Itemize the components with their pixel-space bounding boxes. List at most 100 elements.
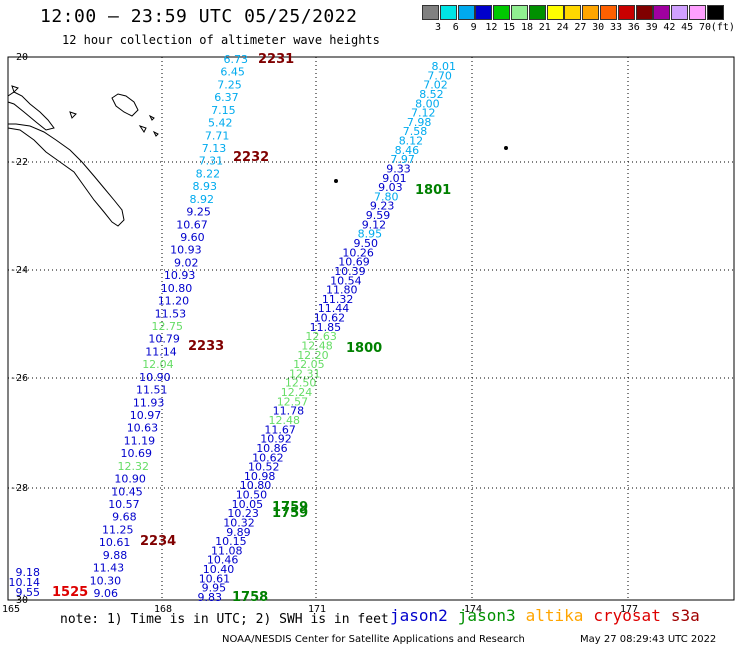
wave-height-value: 10.97: [130, 409, 162, 422]
legend-label: 30: [592, 22, 605, 33]
wave-height-value: 9.60: [180, 231, 205, 244]
wave-height-value: 7.25: [217, 78, 242, 91]
footer-credit: NOAA/NESDIS Center for Satellite Applica…: [222, 634, 525, 645]
wave-height-value: 9.88: [103, 549, 128, 562]
wave-height-value: 10.54: [330, 274, 362, 287]
wave-height-value: 9.95: [202, 582, 227, 595]
legend-label: 42: [663, 22, 676, 33]
wave-height-value: 9.59: [366, 209, 391, 222]
wave-height-value: 9.23: [370, 200, 395, 213]
legend-label: 36: [627, 22, 640, 33]
note-text: note: 1) Time is in UTC; 2) SWH is in fe…: [60, 612, 389, 627]
legend-swatch: [493, 5, 511, 20]
legend-unit: (ft): [710, 22, 735, 33]
satellite-legend-jason2: jason2: [390, 606, 448, 625]
time-label-1759: 1759: [272, 500, 308, 515]
x-tick-label: 177: [620, 604, 638, 615]
wave-height-value: 10.80: [161, 282, 193, 295]
wave-height-value: 10.50: [236, 489, 268, 502]
wave-height-value: 11.44: [318, 302, 350, 315]
wave-height-value: 10.14: [9, 576, 41, 589]
wave-height-value: 9.18: [16, 566, 41, 579]
satellite-legend-jason3: jason3: [457, 606, 516, 625]
wave-height-value: 8.01: [432, 60, 457, 73]
y-tick-label: -28: [10, 483, 28, 494]
legend-swatch: [475, 5, 493, 20]
time-label-1800: 1800: [346, 341, 382, 356]
time-label-2233: 2233: [188, 339, 224, 354]
wave-height-value: 10.45: [111, 485, 143, 498]
wave-height-value: 9.12: [362, 218, 387, 231]
wave-height-value: 10.26: [342, 246, 374, 259]
wave-height-value: 10.79: [148, 333, 180, 346]
wave-height-value: 5.42: [208, 117, 233, 130]
wave-height-value: 10.40: [203, 563, 235, 576]
satellite-legend-cryosat: cryosat: [593, 606, 661, 625]
y-tick-label: -30: [10, 595, 28, 606]
wave-height-value: 10.62: [252, 451, 284, 464]
legend-swatch: [546, 5, 564, 20]
wave-height-value: 12.50: [285, 377, 317, 390]
wave-height-value: 8.93: [193, 180, 218, 193]
legend-swatch: [706, 5, 724, 20]
track-west-values: 6.736.457.256.377.155.427.717.137.318.22…: [90, 53, 248, 600]
legend-swatch: [635, 5, 653, 20]
wave-height-value: 9.01: [382, 172, 407, 185]
legend-swatch: [564, 5, 582, 20]
wave-height-value: 10.63: [127, 422, 159, 435]
wave-height-value: 9.33: [386, 163, 411, 176]
wave-height-value: 10.61: [99, 536, 131, 549]
wave-height-value: 9.89: [226, 526, 251, 539]
wave-height-value: 8.12: [399, 135, 424, 148]
wave-height-value: 7.13: [202, 142, 227, 155]
time-label-2232: 2232: [233, 150, 269, 165]
wave-height-value: 10.92: [260, 433, 292, 446]
wave-height-value: 8.92: [190, 193, 215, 206]
wave-height-value: 10.93: [170, 244, 202, 257]
y-tick-label: -20: [10, 52, 28, 63]
legend-swatch: [689, 5, 706, 20]
wave-height-value: 10.32: [223, 517, 255, 530]
legend-label: 12: [485, 22, 498, 33]
track-east-values: 8.017.707.028.528.007.127.987.588.128.46…: [198, 60, 457, 604]
wave-height-value: 10.69: [121, 447, 153, 460]
wave-height-value: 12.63: [305, 330, 337, 343]
wave-height-value: 9.83: [198, 591, 223, 604]
legend-label: 15: [503, 22, 516, 33]
time-label-2234: 2234: [140, 534, 176, 549]
wave-height-value: 11.78: [273, 405, 305, 418]
wave-height-value: 10.57: [108, 498, 140, 511]
page-subtitle: 12 hour collection of altimeter wave hei…: [62, 33, 380, 47]
legend-label: 33: [609, 22, 623, 33]
legend-label: 3: [434, 22, 442, 33]
wave-height-value: 7.71: [205, 129, 230, 142]
legend-label: 18: [520, 22, 534, 33]
wave-height-value: 12.32: [118, 460, 150, 473]
wave-height-value: 7.70: [427, 69, 452, 82]
wave-height-value: 10.67: [176, 218, 208, 231]
wave-height-value: 6.45: [220, 66, 245, 79]
y-tick-label: -22: [10, 157, 28, 168]
wave-height-value: 12.57: [277, 395, 309, 408]
page-title: 12:00 – 23:59 UTC 05/25/2022: [40, 6, 358, 27]
wave-height-value: 6.37: [214, 91, 239, 104]
wave-height-value: 9.68: [112, 511, 137, 524]
time-label-1759: 1759: [272, 506, 308, 521]
wave-height-value: 12.04: [142, 358, 174, 371]
wave-height-value: 8.22: [196, 167, 221, 180]
wave-height-value: 10.46: [207, 554, 239, 567]
wave-height-value: 11.80: [326, 284, 358, 297]
wave-height-value: 11.19: [124, 434, 156, 447]
wave-height-value: 12.05: [293, 358, 325, 371]
legend-swatch: [582, 5, 600, 20]
wave-height-value: 10.86: [256, 442, 288, 455]
wave-height-value: 11.08: [211, 544, 243, 557]
satellite-legend: jason2 jason3 altika cryosat s3a: [390, 606, 710, 625]
wave-height-value: 10.62: [314, 312, 346, 325]
wave-height-value: 10.69: [338, 256, 370, 269]
satellite-legend-s3a: s3a: [670, 606, 700, 625]
wave-height-value: 10.15: [215, 535, 247, 548]
footer-timestamp: May 27 08:29:43 UTC 2022: [580, 634, 717, 645]
